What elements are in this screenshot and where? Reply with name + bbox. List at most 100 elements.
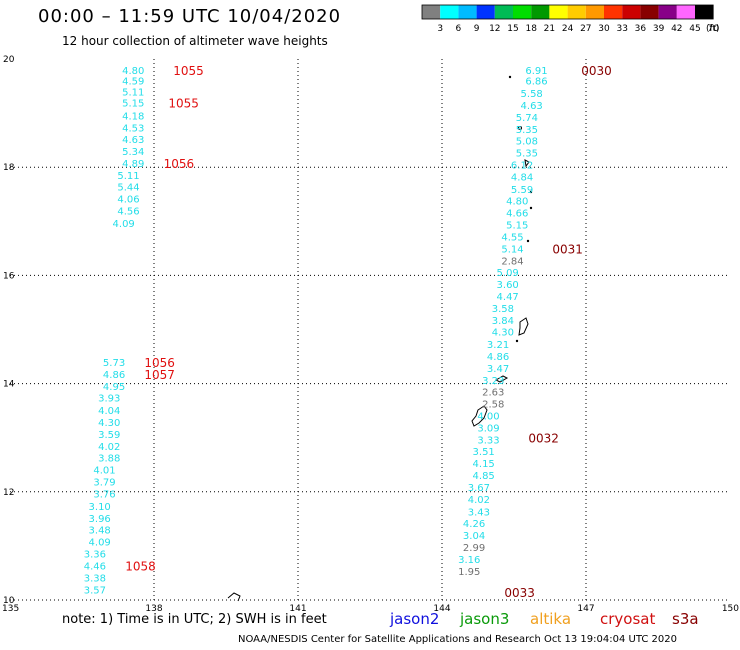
time-label-0-0: 1055: [173, 64, 204, 78]
time-label-0-1: 1055: [168, 96, 199, 110]
wave-value-0-21: 4.02: [98, 442, 120, 453]
legend-level-15: 70: [707, 24, 719, 34]
island-dot-3: [529, 190, 533, 194]
mission-s3a: s3a: [672, 610, 699, 628]
legend-swatch-12: [640, 5, 659, 19]
wave-value-1-6: 5.08: [516, 137, 538, 148]
chart-grid: [10, 59, 730, 601]
wave-value-0-6: 4.63: [122, 135, 144, 146]
wave-value-0-3: 5.15: [122, 98, 144, 109]
legend-unit: (ft): [706, 24, 720, 34]
island-outline-saipan: [518, 317, 529, 336]
time-label-0-3: 1056: [144, 356, 175, 370]
mission-jason2: jason2: [390, 610, 440, 628]
wave-value-0-30: 3.36: [84, 549, 106, 560]
legend-swatch-3: [476, 5, 495, 19]
time-label-0-2: 1056: [164, 157, 195, 171]
legend-swatch-9: [585, 5, 604, 19]
island-outlines: [227, 75, 533, 602]
island-dot-4: [529, 206, 533, 210]
wave-value-1-3: 4.63: [521, 101, 543, 112]
mission-altika: altika: [530, 610, 572, 628]
wave-value-0-1: 4.59: [122, 77, 144, 88]
wave-value-1-34: 4.85: [473, 471, 495, 482]
wave-value-0-19: 4.30: [98, 418, 120, 429]
legend-swatch-11: [622, 5, 641, 19]
wave-value-1-42: 1.95: [458, 567, 480, 578]
legend-swatch-8: [567, 5, 586, 19]
wave-value-0-0: 4.80: [122, 66, 144, 77]
legend-level-1: 6: [456, 24, 462, 34]
y-tick-label-0: 10: [3, 596, 15, 606]
legend-level-9: 30: [598, 24, 610, 34]
color-legend: 3 6 9 12 15 18 21 24 27 30 33 36 39 42 45 70(ft): [421, 4, 720, 34]
wave-value-1-21: 3.84: [492, 316, 514, 327]
axis-tick-labels: 135 138 141 144 147 150 10 12 14 16 18 20: [2, 55, 739, 614]
wave-value-0-25: 3.76: [93, 489, 115, 500]
time-label-0-5: 1058: [125, 559, 156, 573]
wave-value-0-15: 4.86: [103, 370, 125, 381]
wave-value-1-36: 4.02: [468, 495, 490, 506]
chart-subtitle: 12 hour collection of altimeter wave hei…: [62, 34, 328, 48]
wave-value-1-35: 3.67: [468, 483, 490, 494]
wave-value-0-10: 5.44: [117, 183, 139, 194]
time-label-1-2: 0032: [528, 432, 559, 446]
legend-level-10: 33: [616, 24, 627, 34]
legend-swatch-4: [494, 5, 513, 19]
island-outline-small-1: [494, 375, 509, 383]
legend-level-7: 24: [562, 24, 574, 34]
y-tick-label-4: 18: [3, 163, 15, 173]
mission-jason3: jason3: [460, 610, 510, 628]
wave-height-values: 4.804.595.115.154.184.534.635.344.895.11…: [84, 64, 612, 600]
wave-value-1-0: 6.91: [525, 66, 547, 77]
wave-value-0-5: 4.53: [122, 124, 144, 135]
wave-value-1-41: 3.16: [458, 555, 480, 566]
x-tick-label-5: 150: [722, 604, 739, 614]
legend-level-2: 9: [474, 24, 480, 34]
wave-value-1-12: 4.66: [506, 209, 528, 220]
wave-value-0-18: 4.04: [98, 406, 120, 417]
legend-swatch-5: [513, 5, 532, 19]
wave-value-1-13: 5.15: [506, 221, 528, 232]
y-tick-label-1: 12: [3, 488, 14, 498]
wave-value-0-8: 4.89: [122, 159, 144, 170]
wave-value-1-25: 3.47: [487, 364, 509, 375]
wave-value-0-31: 4.46: [84, 561, 106, 572]
x-tick-label-1: 138: [145, 604, 162, 614]
legend-swatch-2: [458, 5, 477, 19]
legend-swatch-6: [531, 5, 550, 19]
time-label-1-3: 0033: [504, 586, 535, 600]
wave-value-1-29: 4.00: [477, 412, 499, 423]
legend-level-3: 12: [489, 24, 500, 34]
wave-value-1-19: 4.47: [497, 292, 519, 303]
legend-swatch-0: [422, 5, 441, 19]
wave-value-1-14: 4.55: [501, 232, 523, 243]
legend-level-0: 3: [437, 24, 443, 34]
wave-value-1-22: 4.30: [492, 328, 514, 339]
wave-value-1-5: 5.35: [516, 125, 538, 136]
wave-value-1-38: 4.26: [463, 519, 485, 530]
wave-value-1-40: 2.99: [463, 543, 485, 554]
wave-value-1-28: 2.58: [482, 400, 504, 411]
wave-value-1-31: 3.33: [477, 435, 499, 446]
wave-value-0-22: 3.88: [98, 454, 120, 465]
wave-value-1-1: 6.86: [525, 77, 547, 88]
y-tick-label-5: 20: [3, 55, 15, 65]
wave-value-0-7: 5.34: [122, 147, 144, 158]
legend-level-14: 45: [689, 24, 700, 34]
legend-frame: [421, 4, 714, 20]
wave-value-0-26: 3.10: [89, 502, 111, 513]
legend-level-13: 42: [671, 24, 682, 34]
x-tick-label-2: 141: [289, 604, 306, 614]
wave-value-1-24: 4.86: [487, 352, 509, 363]
wave-value-1-15: 5.14: [501, 244, 523, 255]
island-dot-1: [518, 126, 522, 130]
wave-value-0-9: 5.11: [117, 171, 139, 182]
legend-level-5: 18: [525, 24, 537, 34]
legend-swatch-15: [695, 5, 714, 19]
legend-swatch-10: [604, 5, 623, 19]
wave-value-1-7: 5.35: [516, 149, 538, 160]
x-tick-label-4: 147: [577, 604, 594, 614]
wave-value-1-4: 5.74: [516, 113, 538, 124]
island-dot-6: [515, 339, 519, 343]
